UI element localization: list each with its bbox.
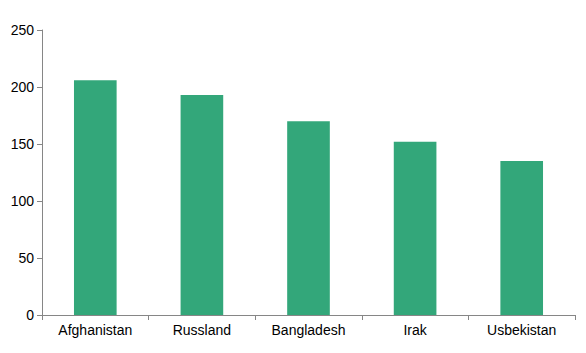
svg-text:Usbekistan: Usbekistan — [487, 322, 556, 338]
svg-text:Afghanistan: Afghanistan — [58, 322, 132, 338]
svg-text:200: 200 — [11, 79, 35, 95]
svg-text:Bangladesh: Bangladesh — [272, 322, 346, 338]
svg-text:0: 0 — [26, 307, 34, 323]
svg-text:Irak: Irak — [403, 322, 427, 338]
svg-text:Russland: Russland — [173, 322, 231, 338]
svg-text:50: 50 — [18, 250, 34, 266]
svg-text:150: 150 — [11, 136, 35, 152]
svg-text:250: 250 — [11, 22, 35, 38]
svg-text:100: 100 — [11, 193, 35, 209]
